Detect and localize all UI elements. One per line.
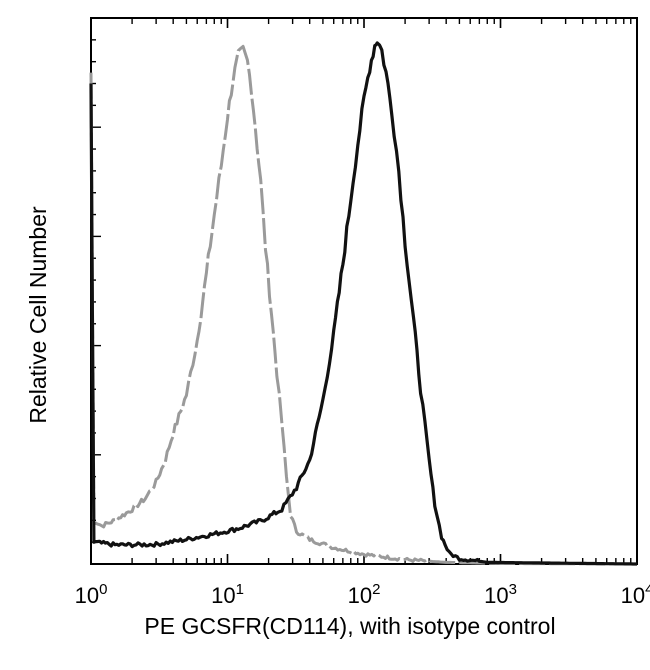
series-layer	[89, 41, 637, 566]
x-tick-label: 101	[211, 581, 244, 608]
x-axis-label: PE GCSFR(CD114), with isotype control	[144, 613, 555, 639]
x-tick-label: 100	[75, 581, 108, 608]
series-isotype-control-line	[89, 44, 637, 566]
x-tick-label: 102	[348, 581, 381, 608]
x-tick-labels: 100 101 102 103 104	[75, 581, 650, 608]
x-tick-label: 103	[484, 581, 517, 608]
series-sample-line	[89, 41, 637, 566]
y-axis-label: Relative Cell Number	[25, 206, 51, 424]
x-tick-label: 104	[621, 581, 650, 608]
